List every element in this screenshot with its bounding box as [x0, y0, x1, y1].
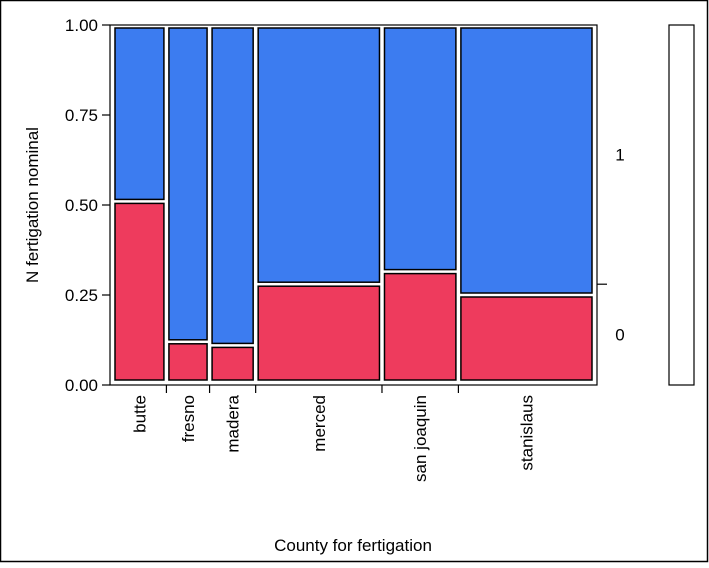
x-tick-label-stanislaus: stanislaus [517, 395, 536, 471]
marginal-bar-frame [668, 24, 695, 386]
y-tick-label: 0.00 [65, 376, 98, 395]
x-tick-label-san-joaquin: san joaquin [411, 395, 430, 482]
x-tick-label-fresno: fresno [179, 395, 198, 442]
cell-fresno-series-0 [168, 343, 208, 381]
x-tick-label-butte: butte [130, 395, 149, 433]
y-tick-label: 0.50 [65, 196, 98, 215]
cell-butte-series-0 [114, 202, 165, 381]
x-tick-label-madera: madera [224, 394, 243, 452]
level-label-1: 1 [615, 146, 624, 165]
cell-madera-series-1 [211, 27, 254, 345]
cell-butte-series-1 [114, 27, 165, 201]
y-tick-label: 1.00 [65, 16, 98, 35]
cell-fresno-series-1 [168, 27, 208, 341]
y-tick-label: 0.75 [65, 106, 98, 125]
cell-stanislaus-series-0 [460, 296, 593, 381]
cell-madera-series-0 [211, 346, 254, 381]
x-axis-label: County for fertigation [274, 536, 432, 555]
cell-san-joaquin-series-1 [383, 27, 457, 271]
y-tick-label: 0.25 [65, 286, 98, 305]
x-tick-label-merced: merced [310, 395, 329, 452]
y-axis-label: N fertigation nominal [23, 127, 42, 283]
cell-merced-series-0 [257, 285, 381, 381]
level-label-0: 0 [615, 326, 624, 345]
cell-merced-series-1 [257, 27, 381, 283]
cell-san-joaquin-series-0 [383, 272, 457, 381]
cell-stanislaus-series-1 [460, 27, 593, 294]
